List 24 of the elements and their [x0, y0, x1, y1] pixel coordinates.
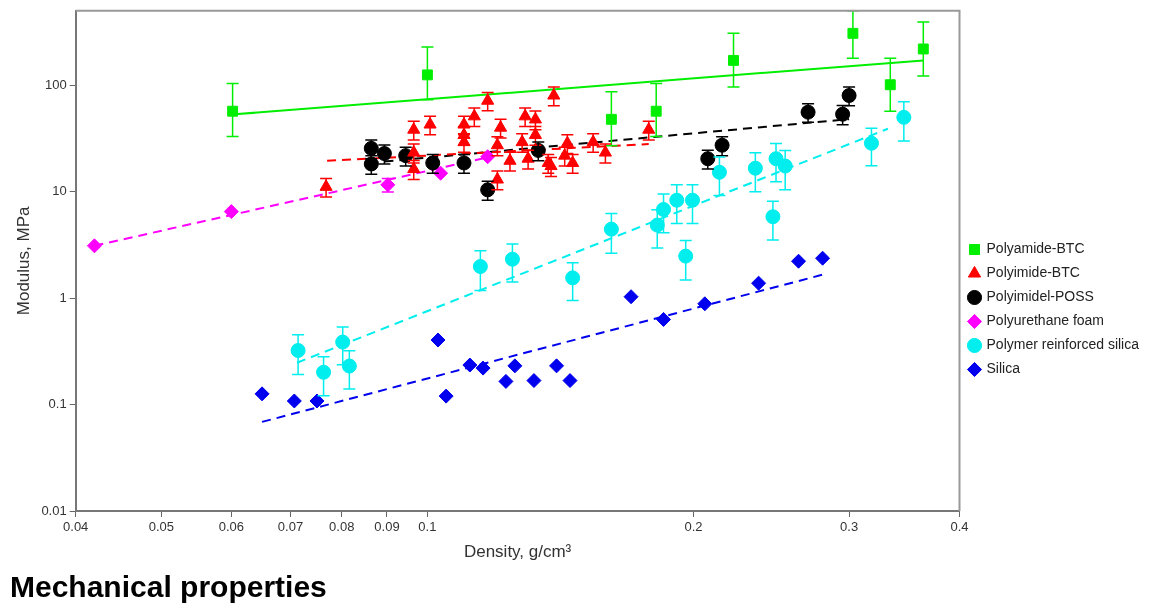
legend-label: Polyimide-BTC: [986, 264, 1080, 281]
x-tick-label: 0.06: [218, 519, 244, 535]
x-tick-label: 0.1: [418, 519, 437, 535]
text: Mechanical properties: [10, 570, 327, 604]
x-tick-label: 0.08: [329, 519, 355, 535]
legend-label: Polyurethane foam: [986, 312, 1105, 329]
x-tick-label: 0.09: [374, 519, 400, 535]
x-tick-label: 0.07: [277, 519, 304, 535]
x-tick-label: 0.2: [684, 519, 703, 535]
x-tick-label: 0.4: [950, 519, 969, 535]
x-tick-label: 0.04: [63, 519, 89, 535]
legend-label: Silica: [986, 360, 1021, 377]
legend-label: Polyimidel-POSS: [986, 288, 1094, 305]
y-axis-title: Modulus, MPa: [13, 206, 33, 316]
y-tick-label: 0.1: [48, 396, 67, 412]
y-tick-label: 0.01: [41, 502, 67, 518]
y-tick-label: 1: [59, 289, 67, 305]
x-tick-label: 0.05: [148, 519, 175, 535]
x-axis-title: Density, g/cm³: [463, 542, 572, 562]
x-tick-label: 0.3: [840, 519, 859, 535]
y-tick-label: 100: [45, 76, 67, 92]
y-tick-label: 10: [52, 183, 67, 199]
legend-label: Polymer reinforced silica: [986, 336, 1140, 353]
legend-label: Polyamide-BTC: [986, 240, 1085, 257]
